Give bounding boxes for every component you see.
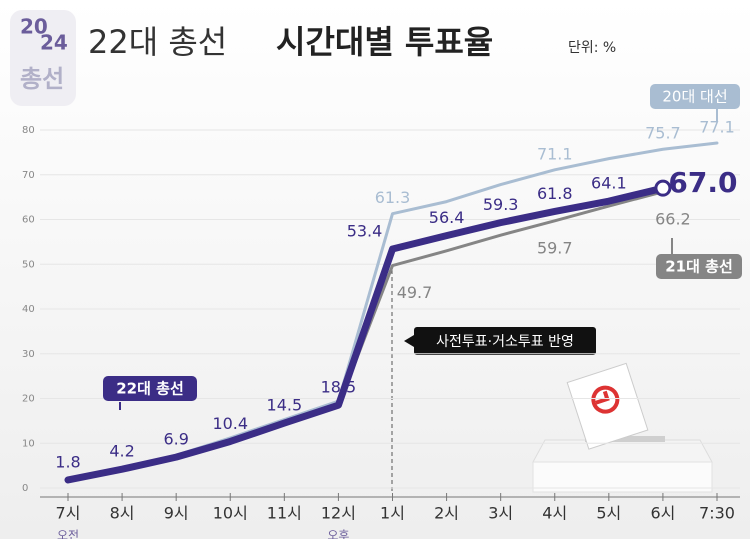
- x-tick-label: 6시: [650, 504, 675, 523]
- x-tick-label: 11시: [267, 504, 302, 523]
- data-label: 75.7: [645, 124, 681, 143]
- logo-text: 총선: [20, 65, 64, 93]
- data-label: 14.5: [267, 396, 303, 415]
- x-sublabel: 오전: [57, 529, 79, 539]
- data-label: 61.3: [375, 188, 411, 207]
- annotation-box: [414, 327, 596, 355]
- y-tick-label: 60: [22, 215, 35, 226]
- data-label: 6.9: [163, 430, 188, 449]
- annotation-text: 사전투표·거소투표 반영: [436, 334, 574, 350]
- legend-label: 22대 총선: [116, 380, 184, 398]
- y-tick-label: 80: [22, 125, 35, 136]
- data-label: 71.1: [537, 144, 573, 163]
- x-sublabel: 오후: [327, 529, 349, 539]
- logo-box: [10, 10, 76, 106]
- x-tick-label: 12시: [321, 504, 356, 523]
- end-marker: [654, 179, 672, 197]
- data-label: 67.0: [668, 166, 737, 199]
- data-label: 18.5: [321, 378, 357, 397]
- ballot-illustration: [532, 362, 713, 493]
- x-tick-label: 4시: [542, 504, 567, 523]
- data-label: 4.2: [109, 442, 134, 461]
- unit-label: 단위: %: [568, 40, 616, 56]
- legend-label: 20대 대선: [662, 88, 727, 106]
- y-tick-label: 30: [22, 349, 35, 360]
- x-tick-label: 5시: [596, 504, 621, 523]
- data-label: 10.4: [212, 414, 248, 433]
- data-label: 64.1: [591, 174, 627, 193]
- y-tick-label: 50: [22, 259, 35, 270]
- data-label: 66.2: [655, 209, 691, 228]
- annotation-pointer: [404, 335, 414, 347]
- data-label: 61.8: [537, 184, 573, 203]
- x-tick-label: 8시: [110, 504, 135, 523]
- legend-box: [103, 376, 197, 401]
- data-label: 56.4: [429, 208, 465, 227]
- chart-title: 시간대별 투표율: [276, 23, 493, 61]
- data-label: 53.4: [347, 222, 383, 241]
- y-tick-label: 70: [22, 170, 35, 181]
- legend-label: 21대 총선: [665, 258, 733, 276]
- x-tick-label: 2시: [434, 504, 459, 523]
- series-line: [64, 184, 667, 484]
- data-label: 77.1: [699, 117, 735, 136]
- legend-box: [650, 84, 740, 109]
- legend-box: [656, 254, 742, 279]
- x-tick-label: 7시: [56, 504, 81, 523]
- data-label: 59.3: [483, 195, 519, 214]
- x-tick-label: 3시: [488, 504, 513, 523]
- data-label: 49.7: [397, 283, 433, 302]
- y-tick-label: 20: [22, 394, 35, 405]
- x-tick-label: 7:30: [699, 504, 735, 523]
- data-label: 1.8: [55, 452, 80, 471]
- y-tick-label: 40: [22, 304, 35, 315]
- x-tick-label: 10시: [213, 504, 248, 523]
- x-tick-label: 1시: [380, 504, 405, 523]
- x-tick-label: 9시: [164, 504, 189, 523]
- logo-text: 20: [20, 15, 48, 39]
- data-label: 59.7: [537, 238, 573, 257]
- y-tick-label: 0: [22, 483, 28, 494]
- chart-title: 22대 총선: [88, 23, 227, 61]
- logo-text: 24: [40, 31, 68, 55]
- y-tick-label: 10: [22, 438, 35, 449]
